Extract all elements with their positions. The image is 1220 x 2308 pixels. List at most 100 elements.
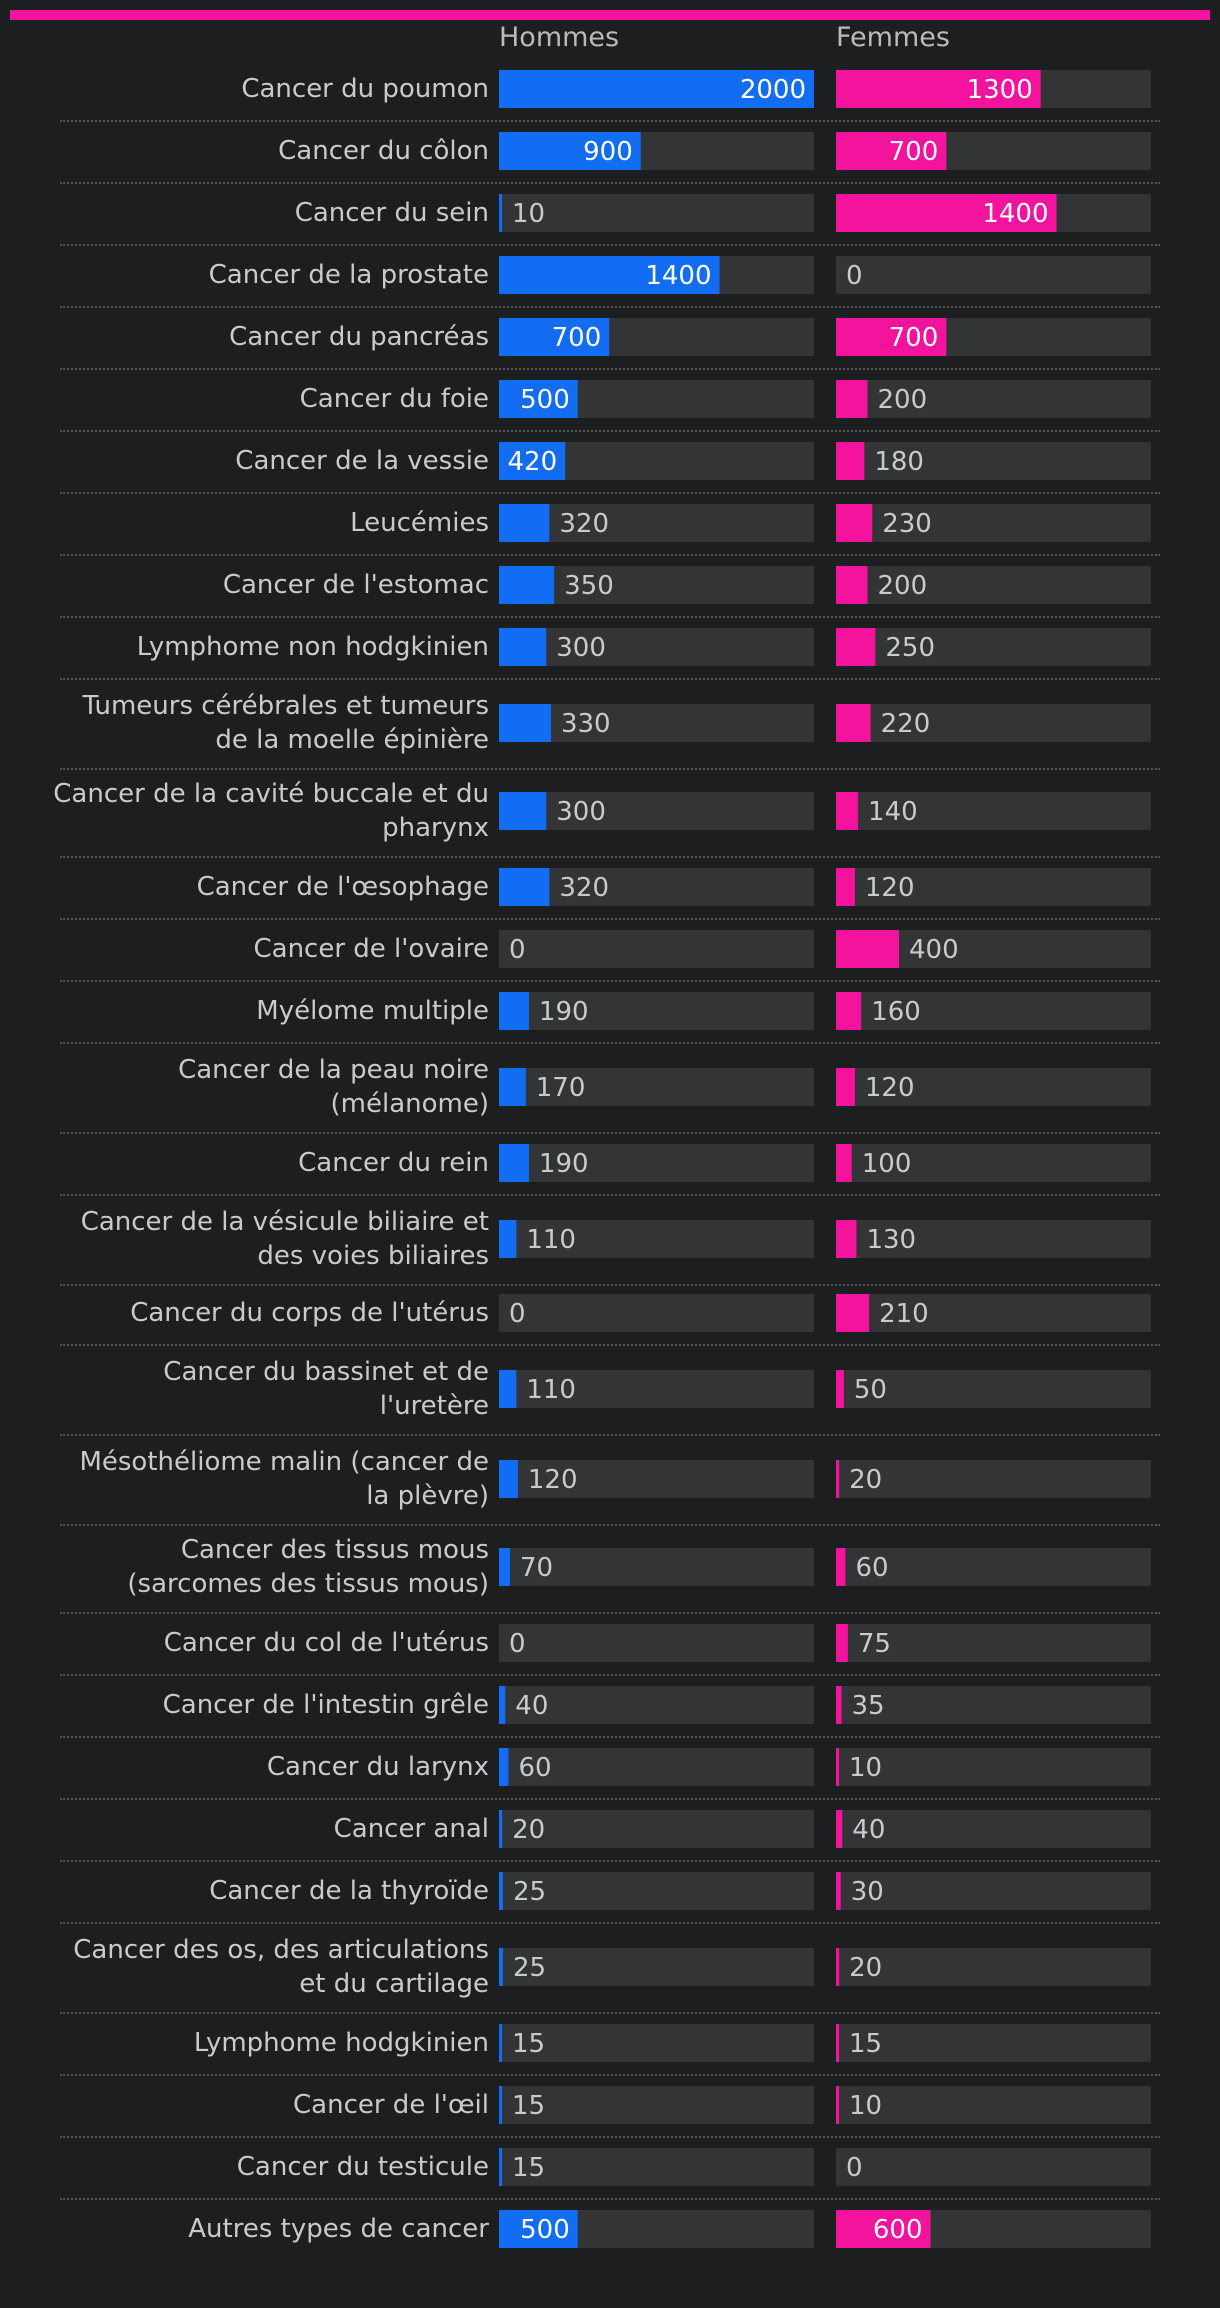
women-bar-group: 40 [836, 1810, 1151, 1848]
men-bar-group: 900 [499, 132, 814, 170]
men-bar-group: 320 [499, 868, 814, 906]
category-label: Cancer du pancréas [229, 322, 489, 352]
value-label: 320 [559, 873, 609, 903]
women-bar [836, 442, 865, 480]
women-bar [836, 1948, 840, 1986]
bar-track [499, 792, 814, 830]
value-label: 220 [881, 709, 931, 739]
men-bar-group: 300 [499, 792, 814, 830]
value-label: 40 [515, 1691, 548, 1721]
men-bar-group: 110 [499, 1220, 814, 1258]
women-bar [836, 1872, 841, 1910]
men-bar-group: 0 [499, 1624, 814, 1662]
bar-track [836, 1872, 1151, 1910]
men-bar [499, 2024, 502, 2062]
row-separator [60, 1042, 1160, 1044]
value-label: 25 [513, 1877, 546, 1907]
women-bar [836, 132, 947, 170]
column-header-men: Hommes [499, 22, 620, 53]
men-bar-group: 70 [499, 1548, 814, 1586]
value-label: 1400 [645, 261, 711, 291]
men-bar-group: 10 [499, 194, 814, 232]
bar-track [499, 1144, 814, 1182]
women-bar-group: 60 [836, 1548, 1151, 1586]
bar-track [499, 194, 814, 232]
category-label: Cancer du rein [298, 1148, 489, 1178]
women-bar-group: 1400 [836, 194, 1151, 232]
men-bar [499, 1220, 517, 1258]
women-bar-group: 140 [836, 792, 1151, 830]
row-separator [60, 856, 1160, 858]
value-label: 110 [526, 1225, 576, 1255]
value-label: 250 [885, 633, 935, 663]
value-label: 300 [556, 633, 606, 663]
category-label: Cancer du col de l'utérus [163, 1628, 489, 1658]
men-bar-group: 40 [499, 1686, 814, 1724]
category-label: Cancer de la prostate [208, 260, 489, 290]
men-bar [499, 628, 547, 666]
value-label: 60 [855, 1553, 888, 1583]
men-bar [499, 792, 547, 830]
bar-track [836, 504, 1151, 542]
men-bar [499, 992, 529, 1030]
category-label: Cancer du côlon [278, 136, 489, 166]
women-bar [836, 1810, 843, 1848]
women-bar-group: 50 [836, 1370, 1151, 1408]
men-bar [499, 1686, 506, 1724]
bar-track [499, 1068, 814, 1106]
bar-track [836, 442, 1151, 480]
men-bar [499, 1144, 529, 1182]
women-bar [836, 1548, 846, 1586]
category-label: Cancer du foie [299, 384, 489, 414]
women-bar [836, 1294, 870, 1332]
row-separator [60, 244, 1160, 246]
men-bar [499, 1548, 511, 1586]
value-label: 140 [868, 797, 918, 827]
men-bar-group: 320 [499, 504, 814, 542]
value-label: 0 [509, 935, 526, 965]
value-label: 0 [509, 1629, 526, 1659]
bar-track [499, 1460, 814, 1498]
men-bar-group: 110 [499, 1370, 814, 1408]
value-label: 15 [512, 2029, 545, 2059]
women-bar-group: 160 [836, 992, 1151, 1030]
bar-track [836, 1370, 1151, 1408]
men-bar-group: 0 [499, 930, 814, 968]
category-label: Cancer de la peau noire (mélanome) [178, 1055, 489, 1119]
row-separator [60, 1194, 1160, 1196]
value-label: 700 [889, 323, 939, 353]
women-bar-group: 10 [836, 1748, 1151, 1786]
bar-track [836, 992, 1151, 1030]
bar-track [499, 1872, 814, 1910]
value-label: 170 [536, 1073, 586, 1103]
women-bar [836, 70, 1041, 108]
women-bar [836, 566, 868, 604]
women-bar [836, 194, 1057, 232]
value-label: 20 [512, 1815, 545, 1845]
value-label: 100 [862, 1149, 912, 1179]
men-bar-group: 700 [499, 318, 814, 356]
category-label: Cancer des os, des articulations et du c… [73, 1935, 489, 1999]
row-separator [60, 1434, 1160, 1436]
value-label: 0 [509, 1299, 526, 1329]
women-bar-group: 15 [836, 2024, 1151, 2062]
bar-track [836, 1144, 1151, 1182]
men-bar-group: 25 [499, 1948, 814, 1986]
women-bar [836, 1068, 855, 1106]
women-bar-group: 100 [836, 1144, 1151, 1182]
women-bar-group: 220 [836, 704, 1151, 742]
value-label: 15 [512, 2153, 545, 2183]
value-label: 75 [858, 1629, 891, 1659]
women-bar [836, 318, 947, 356]
value-label: 350 [564, 571, 614, 601]
value-label: 10 [849, 2091, 882, 2121]
row-separator [60, 2012, 1160, 2014]
category-label: Cancer de l'estomac [222, 570, 489, 600]
value-label: 600 [873, 2215, 923, 2245]
value-label: 400 [909, 935, 959, 965]
bar-track [499, 504, 814, 542]
women-bar [836, 380, 868, 418]
value-label: 180 [874, 447, 924, 477]
bar-track [499, 930, 814, 968]
value-label: 15 [849, 2029, 882, 2059]
